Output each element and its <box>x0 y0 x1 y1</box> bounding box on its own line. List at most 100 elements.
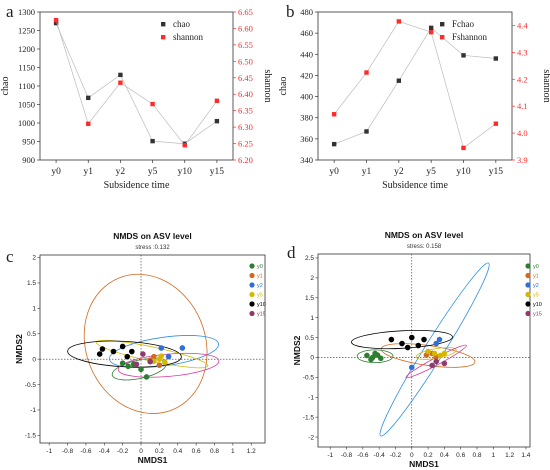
confidence-ellipse <box>356 349 394 364</box>
legend-marker <box>249 282 255 288</box>
y-right-tick-label: 6.35 <box>238 106 253 116</box>
legend-label: y5 <box>257 293 263 299</box>
y-tick-label: 1.5 <box>27 280 36 287</box>
plot-frame <box>317 253 531 448</box>
sample-point <box>415 342 422 349</box>
y-right-axis-label: shannon <box>262 69 273 102</box>
y-right-tick-label: 4.2 <box>517 74 528 84</box>
data-point <box>214 118 220 124</box>
data-point <box>396 78 402 83</box>
sample-point <box>140 351 146 357</box>
sample-point <box>372 350 378 357</box>
y-tick-label: 1 <box>310 315 314 322</box>
x-axis-label: NMDS1 <box>409 459 439 469</box>
y-right-tick-label: 6.65 <box>238 7 253 17</box>
legend-marker <box>525 272 531 279</box>
legend-marker <box>249 272 255 279</box>
sample-point <box>364 352 370 359</box>
plot-frame <box>39 254 266 444</box>
x-tick-label: -0.4 <box>374 452 386 459</box>
sample-point <box>441 360 448 367</box>
legend-marker <box>525 301 531 307</box>
sample-point <box>433 340 440 347</box>
x-tick-label: y5 <box>148 167 158 177</box>
x-tick-label: y2 <box>116 167 126 177</box>
x-tick-label: -0.4 <box>99 448 111 455</box>
sample-point <box>162 359 168 366</box>
data-point <box>364 70 369 75</box>
legend-label: y2 <box>257 283 263 289</box>
data-point <box>493 121 499 126</box>
chart-title: NMDS on ASV level <box>113 231 192 241</box>
x-tick-label: 0.4 <box>173 448 182 455</box>
y-left-tick-label: 400 <box>300 92 313 102</box>
y-left-tick-label: 360 <box>300 134 313 144</box>
sample-point <box>179 345 186 351</box>
sample-point <box>129 348 135 355</box>
legend-label: y15 <box>257 312 266 318</box>
series-line <box>333 20 497 149</box>
legend-label: y2 <box>533 283 539 289</box>
y-tick-label: -1.5 <box>303 414 315 421</box>
y-left-tick-label: 340 <box>300 155 313 165</box>
data-point <box>150 138 155 144</box>
sample-point <box>368 356 374 363</box>
x-axis-label: Subsidence time <box>104 180 170 191</box>
data-point <box>53 18 59 23</box>
plot-frame <box>317 11 513 161</box>
legend-label: y0 <box>257 264 263 270</box>
y-tick-label: -1.5 <box>25 433 37 440</box>
data-point <box>428 25 434 31</box>
y-right-tick-label: 6.30 <box>238 122 253 132</box>
y-right-tick-label: 6.20 <box>238 155 253 165</box>
series-line <box>55 22 218 145</box>
legend-label: chao <box>173 19 190 29</box>
x-tick-label: -0.6 <box>80 448 92 455</box>
x-tick-label: 0.2 <box>155 448 164 455</box>
sample-point <box>421 336 427 343</box>
x-tick-label: y1 <box>362 167 372 177</box>
legend-marker <box>525 291 531 298</box>
panel-label: d <box>287 243 296 262</box>
y-axis-label: NMDS2 <box>292 335 302 365</box>
sample-point <box>96 351 103 357</box>
x-tick-label: -0.2 <box>390 452 402 459</box>
legend-marker <box>249 291 255 298</box>
sample-point <box>404 344 411 351</box>
y-tick-label: 2 <box>32 255 36 262</box>
sample-point <box>124 353 131 360</box>
legend-label: y10 <box>533 302 542 308</box>
data-point <box>86 121 91 127</box>
y-tick-label: -0.5 <box>25 382 37 389</box>
y-right-tick-label: 6.40 <box>238 89 253 99</box>
x-tick-label: 1 <box>491 452 495 459</box>
data-point <box>53 20 59 26</box>
y-tick-label: 0 <box>310 355 314 362</box>
y-left-tick-label: 1100 <box>18 81 35 91</box>
y-left-tick-label: 900 <box>22 155 35 165</box>
y-left-tick-label: 1300 <box>18 7 35 17</box>
data-point <box>150 101 155 107</box>
x-tick-label: -1 <box>327 452 333 459</box>
sample-point <box>399 340 405 347</box>
x-axis-label: NMDS1 <box>138 455 168 465</box>
y-tick-label: 1 <box>32 306 36 313</box>
y-tick-label: 0.5 <box>27 331 36 338</box>
y-right-tick-label: 4.3 <box>517 47 528 57</box>
sample-point <box>158 345 165 351</box>
sample-point <box>133 361 140 368</box>
sample-point <box>377 355 384 362</box>
sample-point <box>408 364 415 371</box>
data-point <box>428 29 434 35</box>
series-line <box>334 27 496 145</box>
legend-marker <box>161 22 166 27</box>
legend-label: y5 <box>533 293 539 299</box>
y-right-tick-label: 4.4 <box>517 20 528 30</box>
y-tick-label: 2 <box>310 275 314 282</box>
confidence-ellipse <box>108 335 219 368</box>
x-tick-label: 0.6 <box>192 448 201 455</box>
sample-point <box>151 353 157 360</box>
legend-label: y0 <box>533 264 539 270</box>
legend-label: y15 <box>533 312 542 318</box>
y-right-axis-label: shannon <box>541 69 550 102</box>
